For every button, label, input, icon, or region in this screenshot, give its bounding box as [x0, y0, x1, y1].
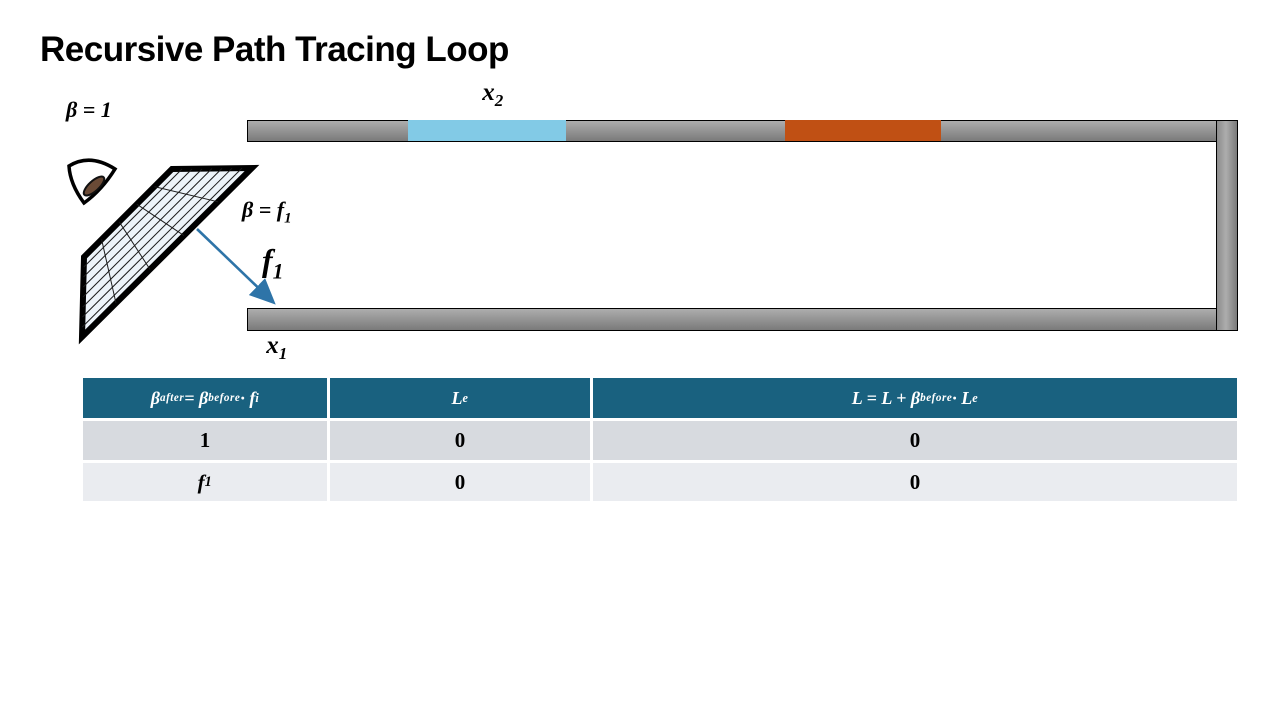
ray-arrow — [196, 228, 276, 305]
table-cell-le-row2: 0 — [330, 463, 590, 501]
ceiling-wall — [247, 120, 1217, 142]
beta-equals-f1-label: β = f1 — [242, 197, 293, 227]
table-cell-l-row2: 0 — [593, 463, 1237, 501]
eye-icon — [67, 158, 118, 206]
table-cell-l-row1: 0 — [593, 421, 1237, 460]
x2-label: x2 — [482, 79, 504, 110]
slide-title: Recursive Path Tracing Loop — [40, 30, 509, 69]
f1-label: f1 — [262, 242, 285, 284]
image-plane-grid — [78, 164, 260, 345]
table-cell-beta-row1: 1 — [83, 421, 327, 460]
right-wall — [1216, 120, 1238, 331]
orange-wall-patch — [785, 120, 941, 141]
x1-label: x1 — [266, 332, 288, 363]
grid-lines — [81, 167, 243, 328]
table-cell-le-row1: 0 — [330, 421, 590, 460]
light-source-patch — [408, 120, 566, 141]
floor-wall — [247, 308, 1217, 331]
beta-equals-one-label: β = 1 — [66, 97, 112, 122]
